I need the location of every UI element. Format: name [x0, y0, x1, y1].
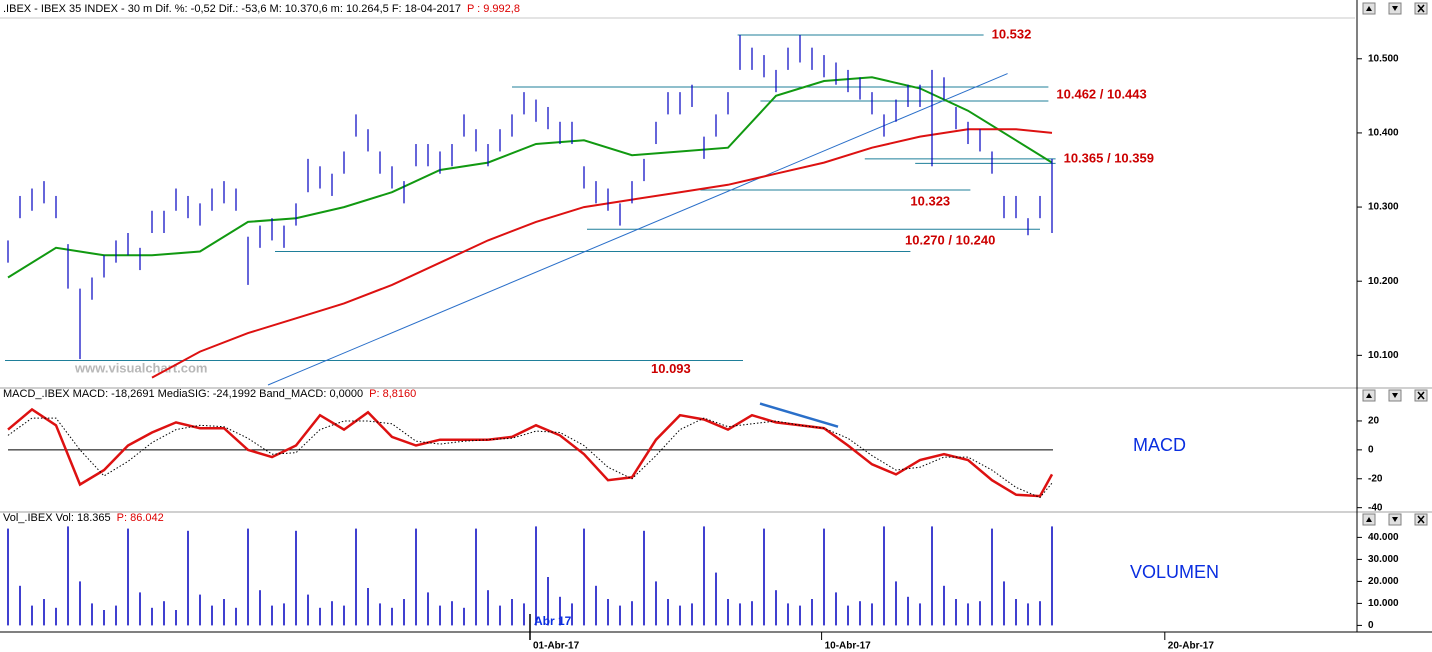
price-header: .IBEX - IBEX 35 INDEX - 30 m Dif. %: -0,… — [3, 3, 461, 15]
y-tick-label: -40 — [1368, 502, 1383, 513]
watermark: www.visualchart.com — [74, 360, 207, 375]
y-tick-label: 40.000 — [1368, 532, 1399, 543]
down-arrow — [1392, 6, 1398, 11]
y-tick-label: 0 — [1368, 620, 1374, 631]
close-x — [1417, 515, 1425, 524]
close-x — [1417, 4, 1425, 13]
y-tick-label: 20.000 — [1368, 576, 1399, 587]
level-label: 10.462 / 10.443 — [1056, 86, 1146, 101]
y-tick-label: -20 — [1368, 473, 1383, 484]
macd-header: MACD_.IBEX MACD: -18,2691 MediaSIG: -24,… — [3, 388, 363, 400]
x-tick-label: 01-Abr-17 — [533, 641, 580, 652]
y-tick-label: 10.300 — [1368, 202, 1399, 213]
down-arrow — [1392, 393, 1398, 398]
macd-header-p: P: 8,8160 — [369, 388, 416, 400]
y-tick-label: 10.100 — [1368, 350, 1399, 361]
level-label: 10.270 / 10.240 — [905, 233, 995, 248]
divergence-line — [759, 402, 839, 428]
level-label: 10.532 — [992, 26, 1032, 41]
y-tick-label: 10.400 — [1368, 128, 1399, 139]
macd-panel-label: MACD — [1133, 435, 1186, 455]
volume-header: Vol_.IBEX Vol: 18.365 — [3, 512, 111, 524]
volume-panel-label: VOLUMEN — [1130, 562, 1219, 582]
y-tick-label: 0 — [1368, 444, 1374, 455]
up-arrow — [1366, 6, 1372, 11]
price-header-p: P : 9.992,8 — [467, 3, 520, 15]
y-tick-label: 30.000 — [1368, 554, 1399, 565]
volume-header-p: P: 86.042 — [117, 512, 164, 524]
month-overlay: Abr 17 — [534, 614, 572, 628]
level-label: 10.365 / 10.359 — [1064, 150, 1154, 165]
level-label: 10.323 — [910, 193, 950, 208]
macd-line — [7, 407, 1054, 498]
x-tick-label: 20-Abr-17 — [1168, 641, 1215, 652]
level-label: 10.093 — [651, 361, 691, 376]
button-glyphs — [1366, 4, 1425, 524]
y-tick-label: 10.200 — [1368, 276, 1399, 287]
x-tick-label: 10-Abr-17 — [825, 641, 872, 652]
y-tick-label: 10.000 — [1368, 598, 1399, 609]
y-tick-label: 10.500 — [1368, 53, 1399, 64]
y-tick-label: 20 — [1368, 416, 1380, 427]
close-x — [1417, 391, 1425, 400]
down-arrow — [1392, 517, 1398, 522]
up-arrow — [1366, 393, 1372, 398]
moving-average — [7, 76, 1053, 279]
up-arrow — [1366, 517, 1372, 522]
